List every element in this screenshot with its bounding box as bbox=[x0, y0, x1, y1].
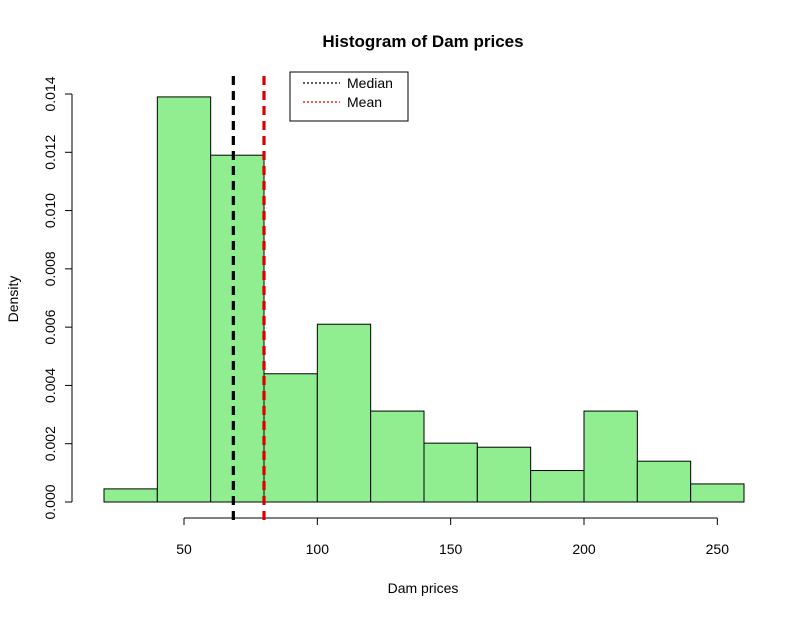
histogram-bar-2 bbox=[156, 96, 212, 503]
legend-label-median: Median bbox=[347, 75, 393, 91]
y-tick-label: 0.006 bbox=[42, 309, 58, 344]
histogram-bar-9 bbox=[530, 470, 585, 503]
x-tick-label: 250 bbox=[706, 541, 730, 557]
x-tick-label: 50 bbox=[176, 541, 192, 557]
x-tick-label: 200 bbox=[572, 541, 596, 557]
y-tick-label: 0.004 bbox=[42, 368, 58, 403]
histogram-bar-5 bbox=[316, 323, 372, 503]
x-tick-label: 100 bbox=[306, 541, 330, 557]
chart-title: Histogram of Dam prices bbox=[322, 32, 523, 51]
histogram-bar-3 bbox=[210, 154, 265, 503]
y-axis: 0.000 0.002 0.004 0.006 0.008 0.010 0.012 0.014 bbox=[42, 76, 73, 520]
y-tick-label: 0.000 bbox=[42, 484, 58, 519]
y-tick-label: 0.012 bbox=[42, 135, 58, 170]
histogram-bar-10 bbox=[583, 410, 638, 503]
legend-box bbox=[289, 71, 409, 122]
histogram-bar-4 bbox=[263, 373, 318, 503]
y-tick-label: 0.014 bbox=[42, 76, 58, 111]
x-axis: 50 100 150 200 250 bbox=[176, 517, 730, 557]
histogram-bar-6 bbox=[370, 410, 425, 503]
histogram-bar-1 bbox=[103, 488, 158, 503]
histogram-bars bbox=[103, 96, 745, 503]
histogram-bar-8 bbox=[476, 446, 532, 503]
histogram-bar-7 bbox=[423, 442, 478, 503]
x-tick-label: 150 bbox=[439, 541, 463, 557]
histogram-bar-11 bbox=[636, 460, 692, 503]
y-tick-label: 0.002 bbox=[42, 426, 58, 461]
histogram-bar-12 bbox=[690, 483, 745, 503]
y-axis-label: Density bbox=[5, 276, 21, 323]
x-axis-label: Dam prices bbox=[388, 580, 459, 596]
legend-label-mean: Mean bbox=[347, 94, 382, 110]
y-tick-label: 0.010 bbox=[42, 193, 58, 228]
y-tick-label: 0.008 bbox=[42, 251, 58, 286]
legend: Median Mean bbox=[289, 71, 409, 122]
